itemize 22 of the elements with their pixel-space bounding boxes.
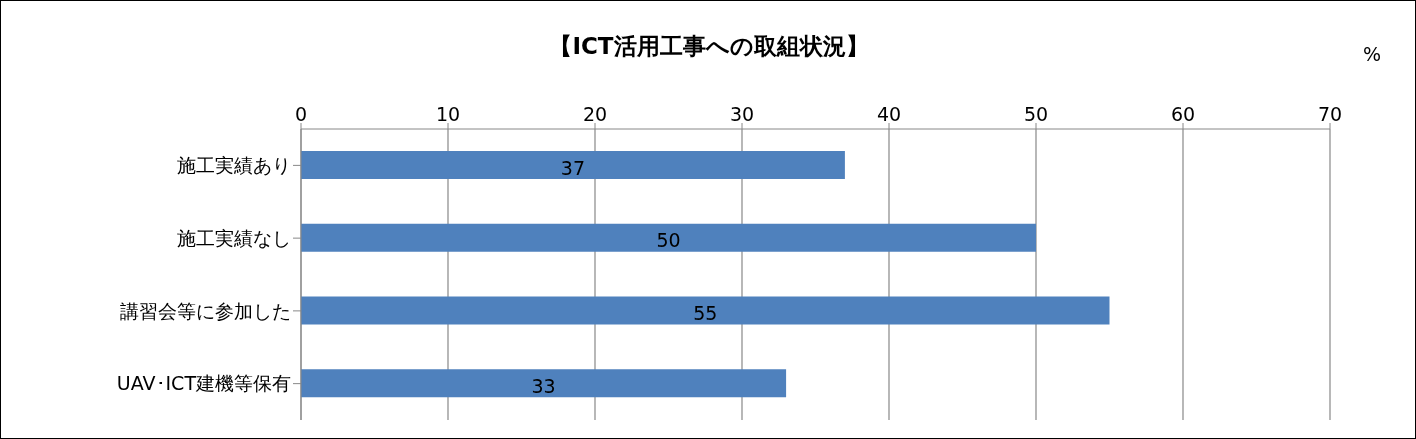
data-label: 33 <box>531 374 556 397</box>
bar <box>301 151 845 179</box>
bar <box>301 369 787 398</box>
data-label: 55 <box>693 302 718 325</box>
data-label: 37 <box>560 156 586 179</box>
chart-title: 【ICT活用工事への取組状況】 <box>549 33 869 59</box>
y-tick-label: 施工実績なし <box>177 226 291 249</box>
x-axis-title: % <box>1363 43 1382 65</box>
bar <box>301 296 1110 325</box>
bar <box>301 223 1036 252</box>
x-tick-label: 0 <box>294 103 308 125</box>
x-tick-label: 20 <box>582 103 608 125</box>
x-tick-label: 50 <box>1023 103 1049 125</box>
data-label: 50 <box>656 229 681 252</box>
x-tick-label: 10 <box>435 103 461 125</box>
x-tick-label: 30 <box>729 103 755 125</box>
x-tick-label: 60 <box>1170 103 1196 125</box>
y-tick-label: 講習会等に参加した <box>120 299 291 322</box>
x-tick-label: 40 <box>876 103 902 125</box>
x-tick-label: 70 <box>1317 103 1343 125</box>
y-tick-label: UAV･ICT建機等保有 <box>116 372 291 395</box>
y-tick-label: 施工実績あり <box>177 154 291 177</box>
